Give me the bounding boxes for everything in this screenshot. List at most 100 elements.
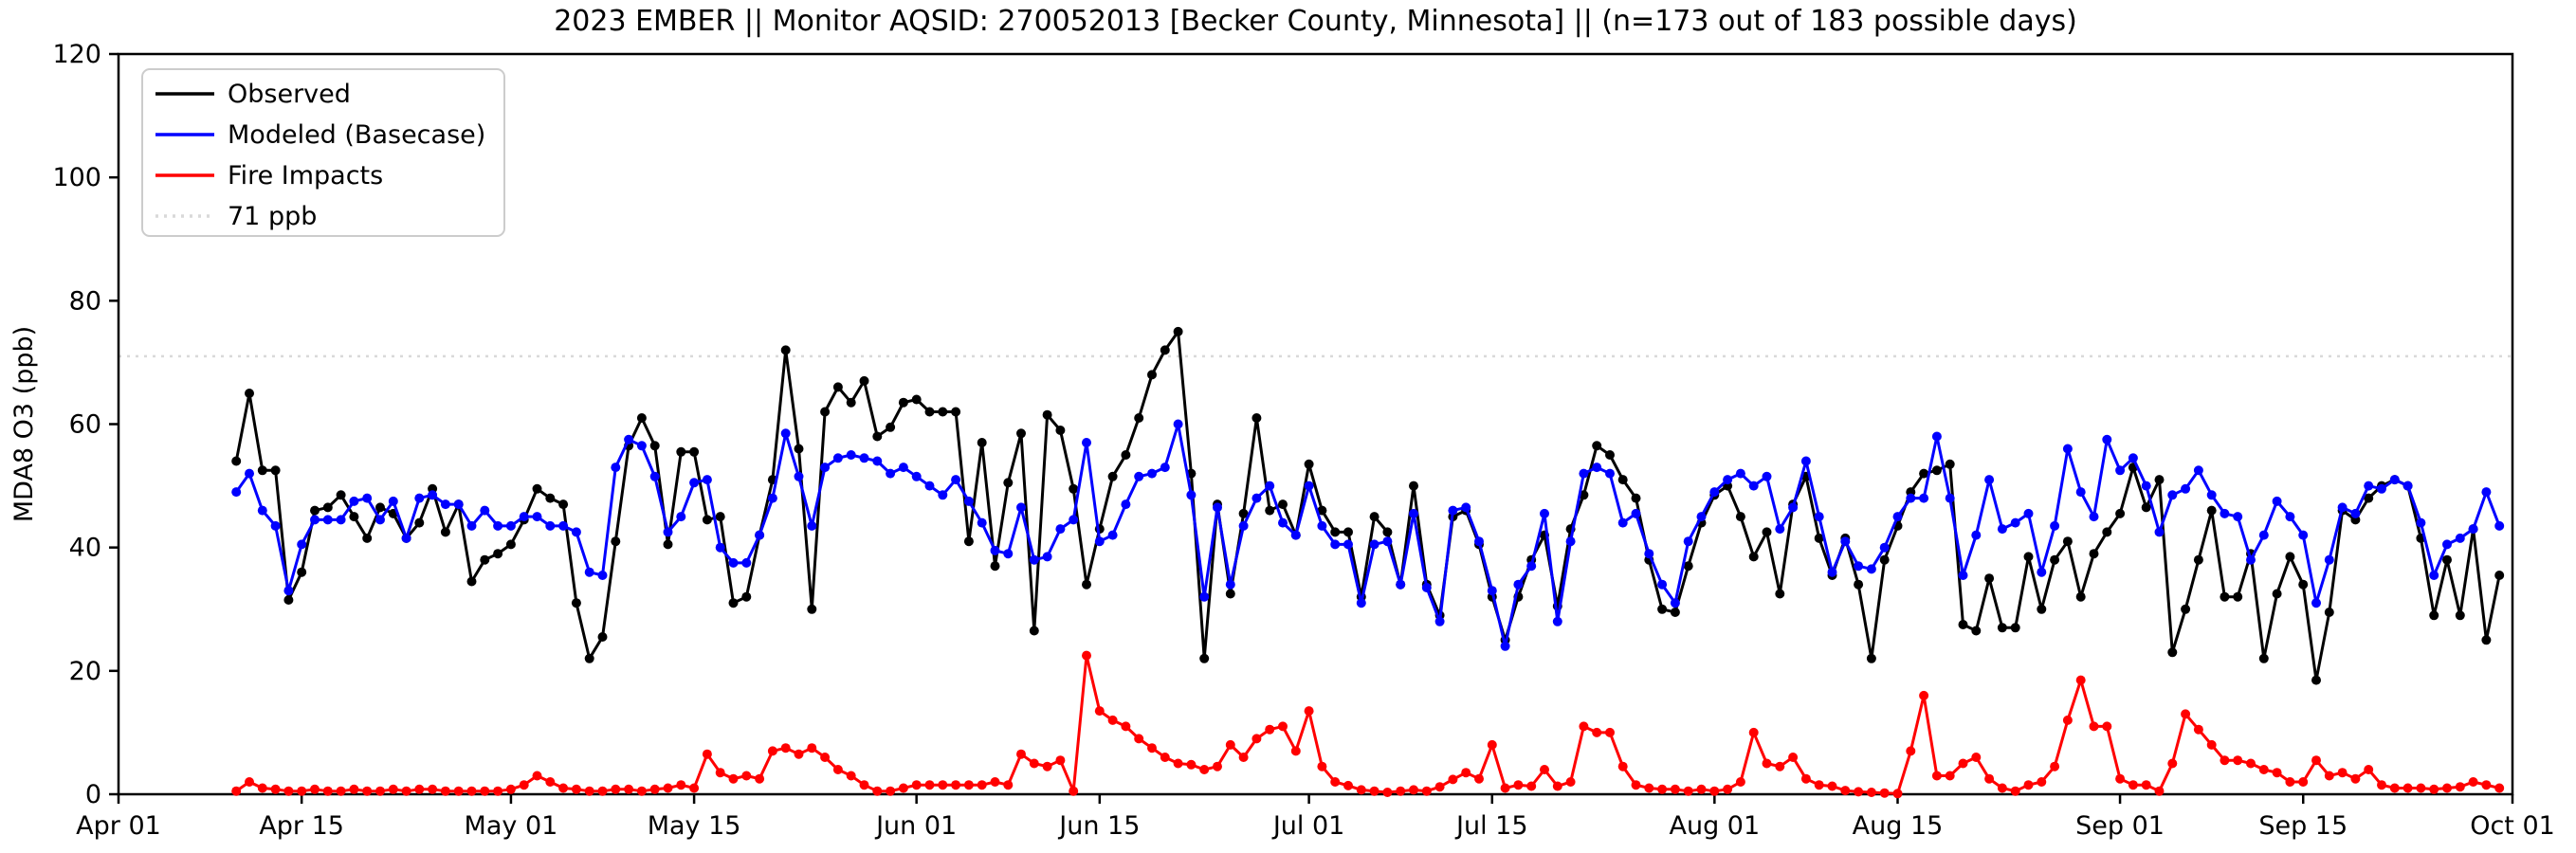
- data-point: [872, 456, 883, 466]
- data-point: [1866, 788, 1876, 797]
- data-point: [636, 786, 647, 796]
- data-point: [807, 604, 817, 614]
- x-tick-label: Jul 01: [1271, 811, 1345, 841]
- data-point: [1565, 536, 1576, 547]
- data-point: [440, 499, 450, 510]
- data-point: [1709, 487, 1720, 498]
- data-point: [532, 512, 542, 522]
- data-point: [310, 515, 320, 525]
- data-point: [1356, 785, 1366, 795]
- data-point: [1788, 753, 1799, 762]
- data-point: [1134, 471, 1144, 481]
- data-point: [571, 784, 581, 794]
- data-point: [2128, 780, 2138, 790]
- data-point: [1199, 591, 1210, 602]
- data-point: [2075, 487, 2086, 498]
- data-point: [2023, 780, 2034, 790]
- data-point: [597, 571, 608, 580]
- data-point: [1971, 753, 1982, 762]
- data-point: [676, 446, 686, 457]
- data-point: [1683, 786, 1693, 796]
- data-point: [898, 463, 908, 473]
- data-point: [911, 780, 922, 790]
- data-point: [1788, 502, 1799, 513]
- data-point: [1396, 786, 1406, 796]
- data-point: [1945, 459, 1955, 469]
- data-point: [911, 471, 922, 481]
- data-point: [1866, 653, 1876, 663]
- data-point: [1199, 765, 1210, 774]
- x-tick-label: Sep 01: [2075, 811, 2165, 841]
- data-point: [1042, 761, 1052, 771]
- data-point: [2220, 591, 2230, 602]
- data-point: [1029, 554, 1039, 565]
- data-point: [414, 493, 425, 503]
- data-point: [1997, 524, 2007, 535]
- data-point: [2062, 536, 2073, 547]
- data-point: [493, 786, 503, 796]
- data-point: [1069, 786, 1079, 796]
- y-tick-label: 40: [69, 534, 101, 563]
- y-axis-title: MDA8 O3 (ppb): [9, 326, 39, 522]
- data-point: [1356, 598, 1366, 608]
- data-point: [310, 505, 320, 516]
- data-point: [1121, 499, 1131, 510]
- data-point: [2258, 765, 2269, 774]
- data-point: [1840, 536, 1851, 547]
- data-point: [2010, 517, 2020, 528]
- data-point: [2037, 604, 2047, 614]
- data-point: [1461, 768, 1471, 778]
- data-point: [1800, 773, 1811, 784]
- data-point: [1592, 727, 1602, 737]
- y-tick-label: 60: [69, 410, 101, 440]
- data-point: [702, 515, 712, 525]
- data-point: [2220, 508, 2230, 518]
- data-point: [297, 786, 307, 796]
- data-point: [349, 496, 359, 506]
- data-point: [649, 471, 660, 481]
- data-point: [1317, 761, 1327, 771]
- data-point: [938, 490, 948, 500]
- data-point: [1003, 780, 1014, 790]
- y-axis: 0 20 40 60 80 100 120: [52, 40, 119, 809]
- data-point: [401, 533, 411, 543]
- data-point: [1278, 721, 1288, 732]
- data-point: [951, 780, 961, 790]
- data-point: [2193, 465, 2203, 476]
- data-point: [846, 397, 856, 408]
- data-point: [283, 786, 294, 796]
- data-point: [1827, 781, 1837, 791]
- data-point: [2364, 493, 2374, 503]
- data-point: [1840, 786, 1851, 796]
- data-point: [2298, 777, 2309, 787]
- data-point: [2115, 465, 2126, 476]
- data-point: [1931, 431, 1942, 442]
- data-point: [1082, 579, 1091, 590]
- data-point: [2141, 481, 2151, 491]
- data-point: [1775, 761, 1785, 771]
- data-point: [741, 557, 752, 568]
- data-point: [1173, 326, 1183, 336]
- data-point: [1906, 493, 1916, 503]
- data-point: [2429, 571, 2439, 580]
- data-point: [977, 517, 987, 528]
- data-point: [846, 771, 856, 781]
- data-point: [1605, 468, 1615, 479]
- data-point: [977, 780, 987, 790]
- data-point: [1945, 493, 1955, 503]
- data-point: [1029, 758, 1039, 769]
- data-point: [1082, 438, 1091, 447]
- data-point: [767, 493, 777, 503]
- data-point: [1854, 579, 1864, 590]
- data-point: [2167, 758, 2178, 769]
- data-point: [663, 539, 673, 550]
- data-point: [2455, 782, 2465, 792]
- data-point: [2389, 475, 2400, 485]
- data-point: [2481, 780, 2492, 790]
- data-point: [2416, 783, 2426, 793]
- data-point: [1657, 784, 1668, 794]
- data-point: [1854, 787, 1864, 797]
- series-fire-impacts: [231, 650, 2505, 799]
- data-point: [832, 765, 843, 774]
- data-point: [938, 780, 948, 790]
